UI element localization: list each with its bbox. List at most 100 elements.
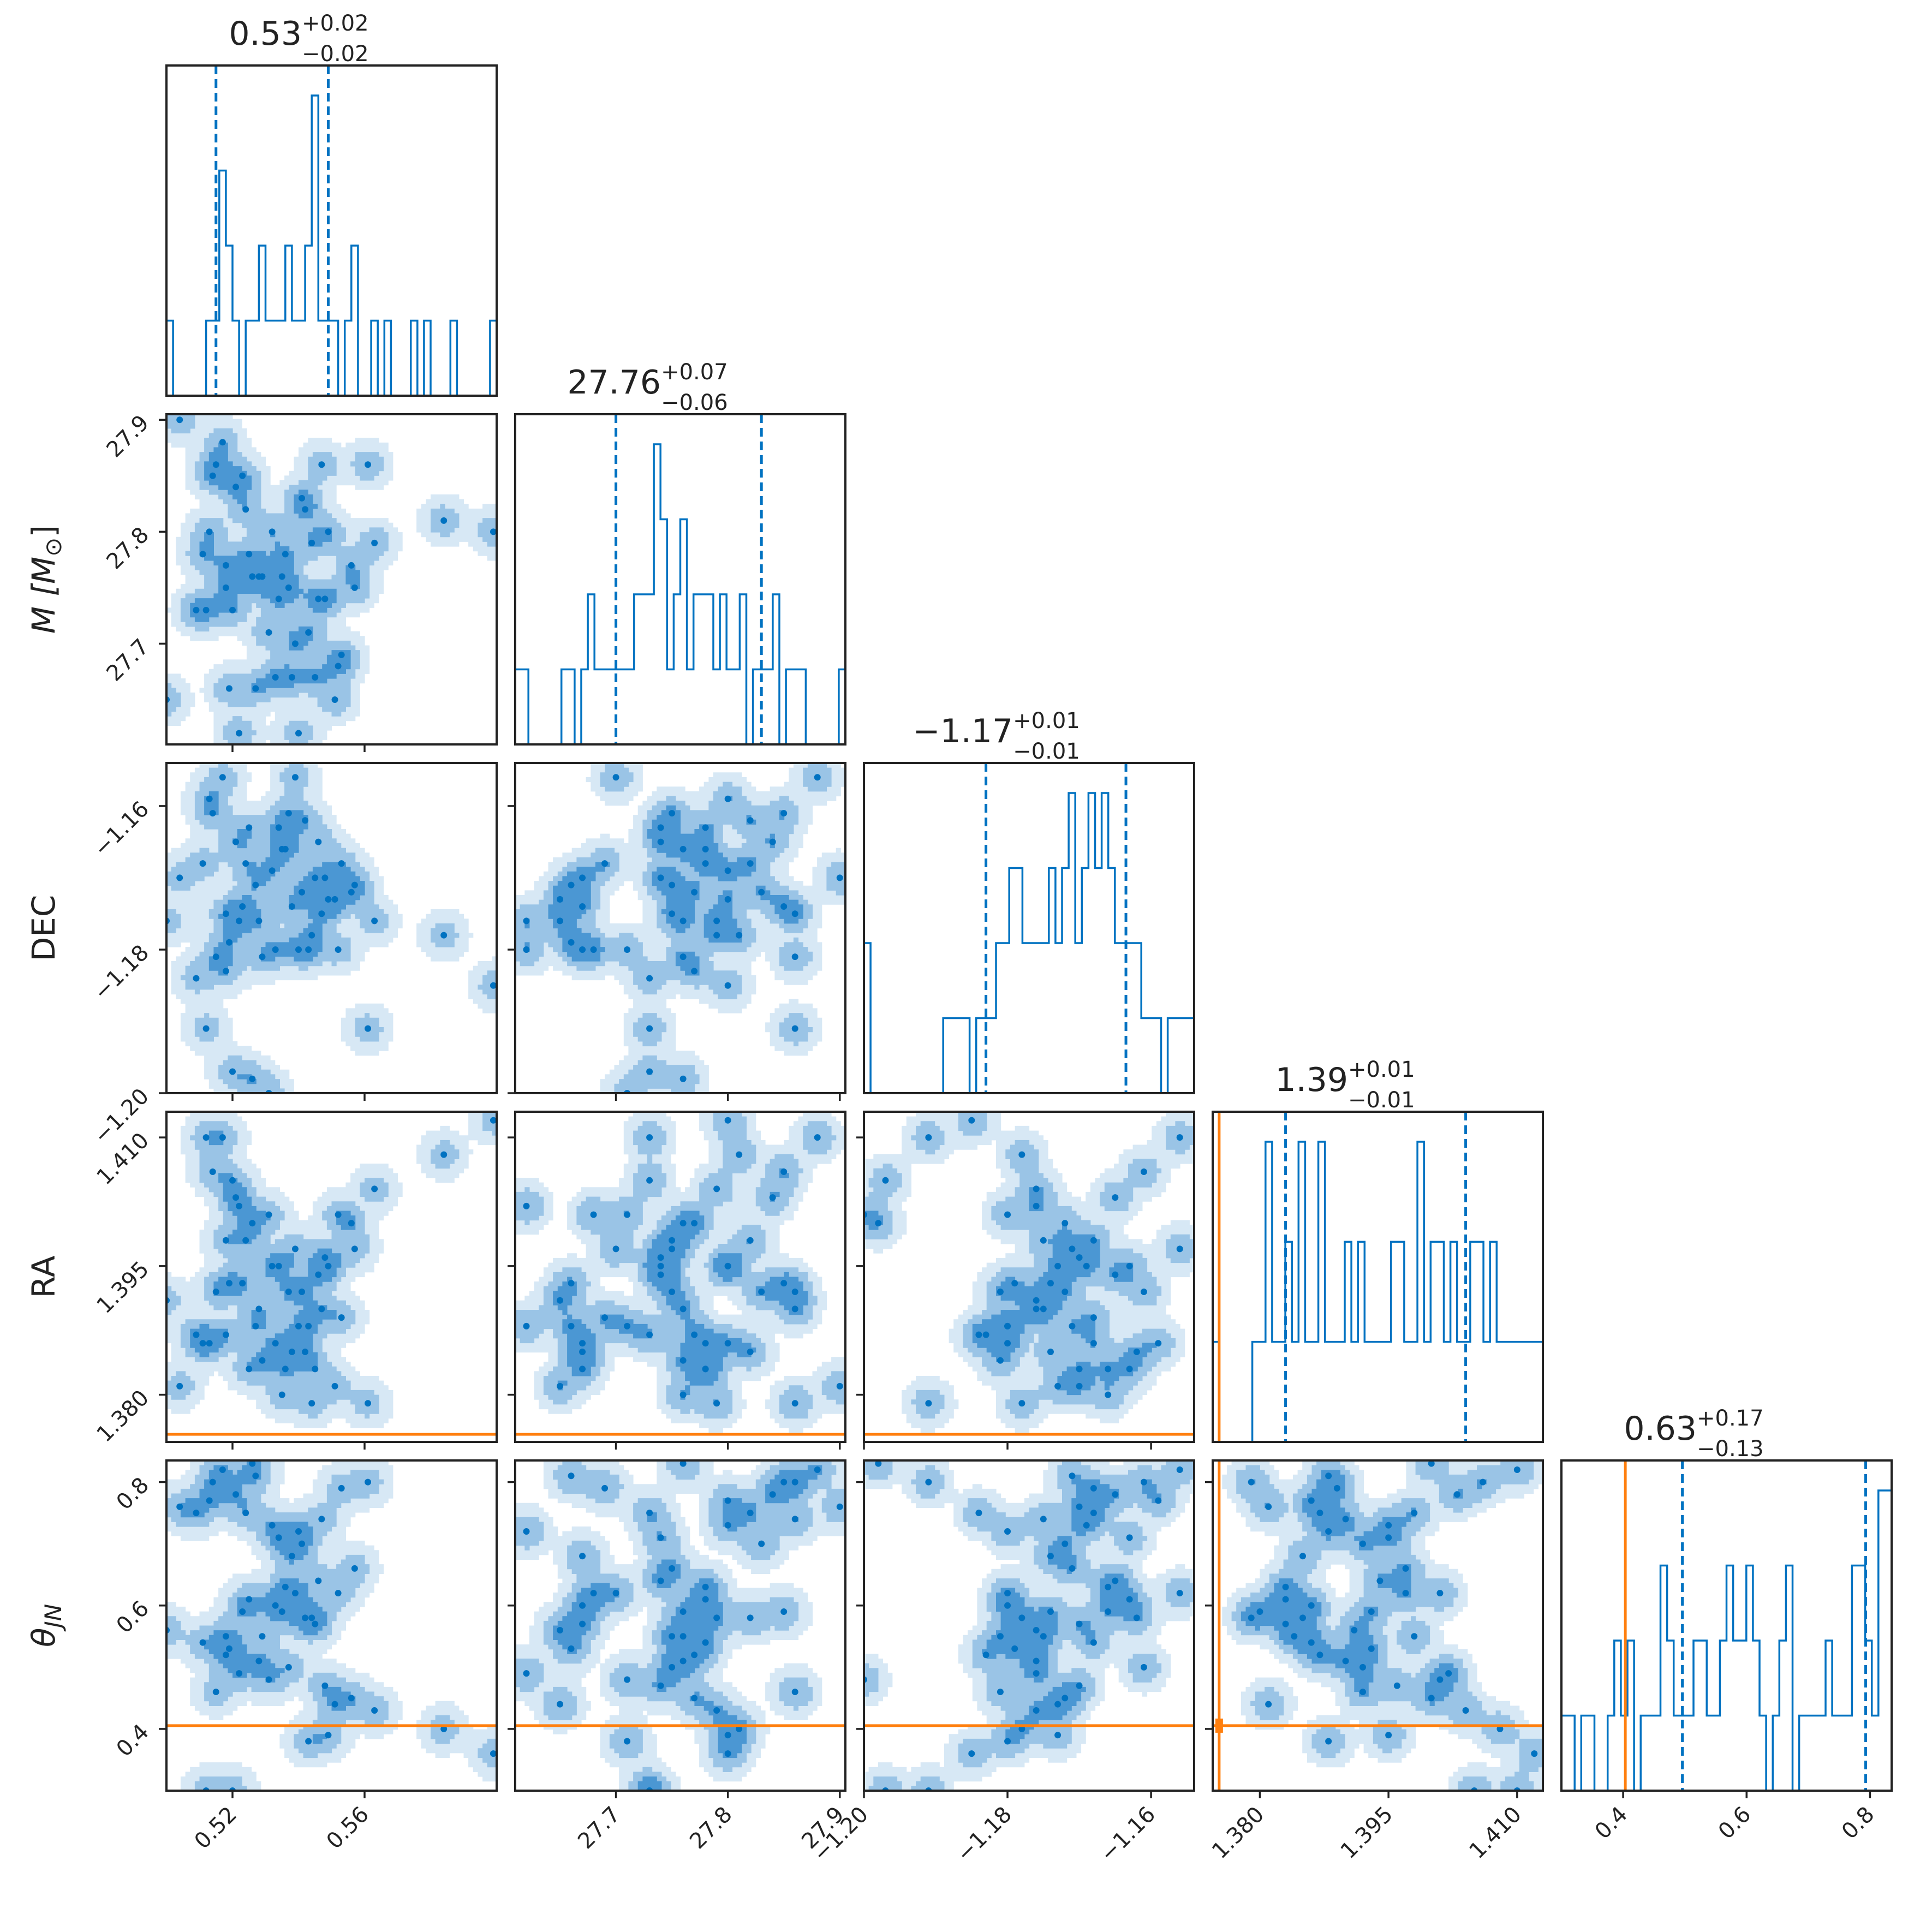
sample-point [285,1289,292,1295]
frame-DEC-RA [863,1111,1195,1443]
sample-point [1076,1365,1083,1373]
sample-point [691,1331,698,1338]
sample-point [305,1738,312,1745]
sample-point [679,1460,687,1467]
sample-point [1090,1314,1097,1321]
sample-point [814,774,821,781]
sample-point [1090,1340,1097,1347]
x-tick-label-theta_JN-0: 0.4 [1590,1802,1633,1845]
sample-point [295,1528,302,1535]
sample-point [836,874,843,881]
sample-point [1033,1202,1040,1209]
sample-point [440,517,448,524]
sample-point [657,1682,664,1689]
sample-point [335,946,342,953]
sample-point [791,910,798,917]
density-panel-DEC-theta_JN [856,1459,1195,1792]
sample-point [225,1280,232,1287]
sample-point [308,539,315,546]
title-median-RA: 1.39 [1275,1061,1348,1099]
x-axis-label-close: ] [722,1930,735,1932]
sample-point [219,439,226,446]
sample-point [1076,1503,1083,1510]
sample-point [1248,1614,1255,1621]
hist-panel-DEC: −1.17+0.01−0.01 [863,708,1195,1094]
sample-point [791,1400,798,1407]
sample-point [646,1134,653,1141]
title-plus-M: +0.07 [661,360,728,385]
y-axis-label-main: RA [25,1255,62,1298]
sample-point [1176,1245,1183,1253]
sample-point [769,1491,776,1498]
sample-point [624,1322,631,1329]
sample-point [232,484,240,491]
sample-point [836,1382,843,1390]
sample-point [523,1670,530,1677]
sample-point [440,1151,448,1158]
sample-point [679,845,687,852]
sample-point [997,1289,1004,1295]
sample-point [1011,1280,1018,1287]
sample-point [724,1340,731,1347]
sample-point [1385,1522,1392,1529]
sample-point [206,528,213,535]
sample-point [523,946,530,953]
sample-point [1359,1689,1366,1696]
sample-point [193,1510,200,1517]
sample-point [308,932,315,939]
sample-point [702,845,709,852]
sample-point [1256,1608,1263,1615]
sample-point [312,673,319,681]
sample-point [295,946,302,953]
sample-point [679,953,687,961]
sample-point [657,1271,664,1278]
sample-point [1069,1322,1076,1329]
sample-point [1176,1466,1183,1473]
sample-point [646,975,653,982]
y-tick-label-DEC-1: −1.18 [89,940,154,1005]
sample-point [982,1331,989,1338]
sample-point [579,1340,586,1347]
sample-point [315,1271,322,1278]
sample-point [1376,1577,1384,1584]
frame-M [514,413,846,746]
sample-point [1140,1289,1147,1295]
sample-point [1462,1707,1469,1714]
sample-point [331,696,338,703]
sample-point [288,1349,295,1355]
x-tick-label-DEC-1: −1.18 [952,1802,1017,1867]
sample-point [1083,1522,1090,1529]
sample-point [568,1280,575,1287]
sample-point [997,1357,1004,1364]
sample-point [239,1280,246,1287]
sample-point [691,1651,698,1659]
contour-level-0 [190,1130,356,1376]
x-axis-label-RA: RA [1357,1930,1399,1932]
sample-point [713,932,720,939]
sample-point [1176,1134,1183,1141]
frame-RA [1212,1111,1544,1443]
sample-point [747,1349,754,1355]
sample-point [1140,1168,1147,1175]
sample-point [209,1478,216,1486]
sample-point [1033,1657,1040,1665]
sample-point [371,1707,378,1714]
sample-point [669,1565,676,1572]
sample-point [338,1484,345,1492]
sample-point [291,1245,299,1253]
contour-level-1 [166,1460,497,1791]
sample-point [669,1289,676,1295]
sample-point [308,1400,315,1407]
title-plus-q: +0.02 [302,11,369,36]
sample-point [590,946,597,953]
sample-point [1140,1663,1147,1671]
sample-point [758,1289,765,1295]
sample-point [791,1305,798,1313]
sample-point [982,1651,989,1659]
sample-point [1359,1540,1366,1547]
sample-point [312,874,319,881]
sample-point [206,795,213,802]
sample-point [335,1590,342,1597]
sample-point [736,932,743,939]
